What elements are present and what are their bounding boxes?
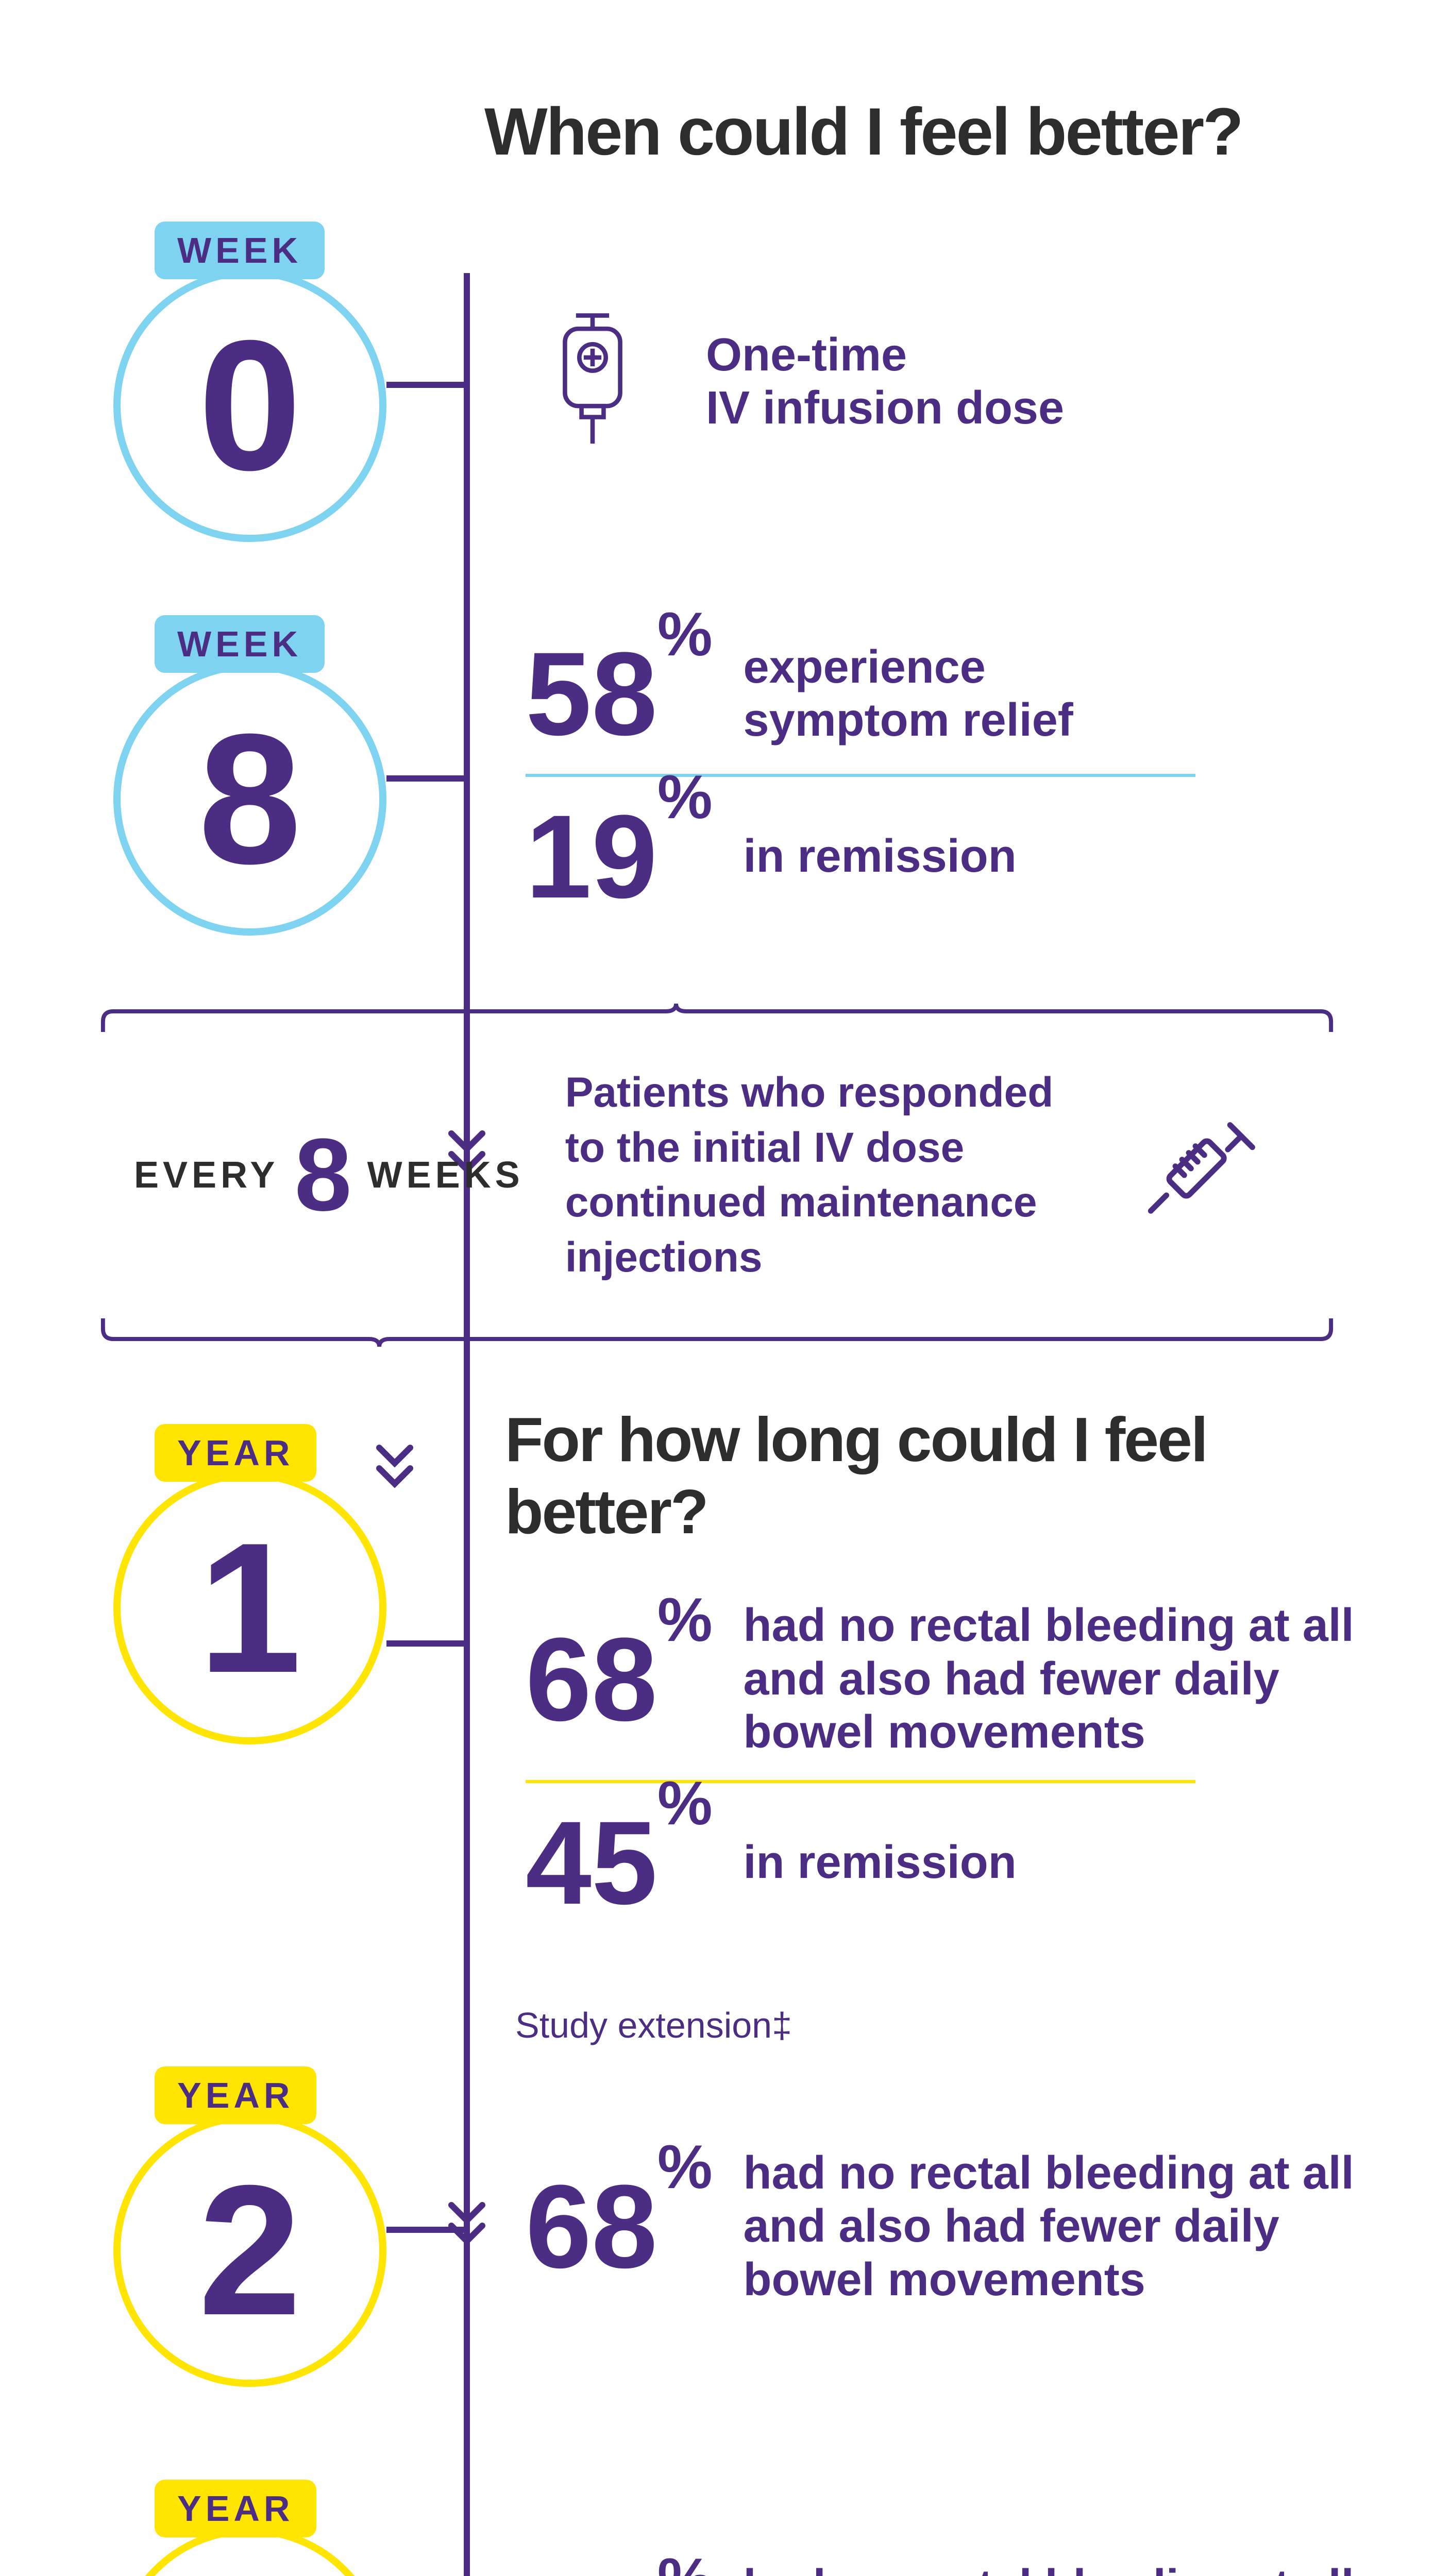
weeks-label: WEEKS <box>367 1154 524 1196</box>
year2-badge: YEAR <box>155 2066 316 2124</box>
timeline-infographic: When could I feel better? WEEK 0 One-tim… <box>62 93 1372 2576</box>
year2-stat1-pct: % <box>657 2132 713 2201</box>
year1-circle: 1 <box>113 1471 386 1744</box>
week8-stat1: 58% experience symptom relief <box>526 635 1372 753</box>
year4-row: YEAR 4 55% had no rectal bleeding at all… <box>62 2480 1372 2576</box>
year1-connector <box>386 1640 469 1647</box>
year4-stat1: 55% had no rectal bleeding at all and al… <box>526 2560 1372 2576</box>
section2-title: For how long could I feel better? <box>505 1403 1372 1548</box>
week0-row: WEEK 0 One-time IV infusion dose <box>62 222 1372 542</box>
main-heading: When could I feel better? <box>484 93 1372 170</box>
iv-bag-icon <box>536 304 649 459</box>
year1-stat2-desc: in remission <box>744 1836 1017 1890</box>
year2-connector <box>386 2227 469 2233</box>
year4-stat1-desc: had no rectal bleeding at all and also h… <box>744 2560 1372 2576</box>
week8-circle: 8 <box>113 663 386 936</box>
maintenance-text: Patients who responded to the initial IV… <box>565 1065 1094 1285</box>
every-8-weeks: EVERY 8 WEEKS <box>134 1116 524 1234</box>
year1-badge: YEAR <box>155 1424 316 1482</box>
syringe-icon <box>1135 1108 1269 1242</box>
maintenance-box: EVERY 8 WEEKS Patients who responded to … <box>93 1019 1341 1331</box>
year1-stat1-num: 68 <box>526 1613 657 1745</box>
study-extension-label: Study extension‡ <box>515 2005 1372 2046</box>
week8-stat2-pct: % <box>657 762 713 832</box>
week8-stat2-num: 19 <box>526 790 657 923</box>
year1-stat2-num: 45 <box>526 1797 657 1929</box>
week8-connector <box>386 775 469 782</box>
year2-stat1: 68% had no rectal bleeding at all and al… <box>526 2147 1372 2307</box>
year1-stat1-pct: % <box>657 1585 713 1654</box>
year1-stat1-desc: had no rectal bleeding at all and also h… <box>744 1599 1372 1759</box>
year4-stat1-pct: % <box>657 2546 713 2576</box>
year2-row: YEAR 2 68% had no rectal bleeding at all… <box>62 2066 1372 2387</box>
bracket-bottom <box>93 1316 1341 1347</box>
week8-stat1-desc: experience symptom relief <box>744 641 1073 748</box>
year1-stat2: 45% in remission <box>526 1804 1372 1922</box>
year1-stat2-pct: % <box>657 1769 713 1838</box>
year1-stat1: 68% had no rectal bleeding at all and al… <box>526 1599 1372 1759</box>
week0-badge: WEEK <box>155 222 325 279</box>
week8-stat1-pct: % <box>657 600 713 669</box>
year2-circle: 2 <box>113 2114 386 2387</box>
year2-stat1-desc: had no rectal bleeding at all and also h… <box>744 2147 1372 2307</box>
week8-stat1-num: 58 <box>526 628 657 760</box>
week0-circle: 0 <box>113 269 386 542</box>
week8-row: WEEK 8 58% experience symptom relief 19%… <box>62 614 1372 937</box>
week8-divider <box>526 774 1195 777</box>
year4-badge: YEAR <box>155 2480 316 2537</box>
year1-row: YEAR 1 For how long could I feel better?… <box>62 1403 1372 1943</box>
every-num: 8 <box>294 1116 351 1234</box>
year2-stat1-num: 68 <box>526 2160 657 2293</box>
year1-divider <box>526 1780 1195 1783</box>
week8-stat2-desc: in remission <box>744 830 1017 884</box>
week8-badge: WEEK <box>155 615 325 673</box>
week8-stat2: 19% in remission <box>526 798 1372 916</box>
every-label: EVERY <box>134 1154 279 1196</box>
week0-connector <box>386 382 469 388</box>
bracket-top <box>93 1004 1341 1035</box>
week0-desc-line2: IV infusion dose <box>706 382 1064 435</box>
week0-desc: One-time IV infusion dose <box>706 329 1064 435</box>
year4-stat1-num: 55 <box>526 2573 657 2576</box>
week0-desc-line1: One-time <box>706 329 1064 382</box>
